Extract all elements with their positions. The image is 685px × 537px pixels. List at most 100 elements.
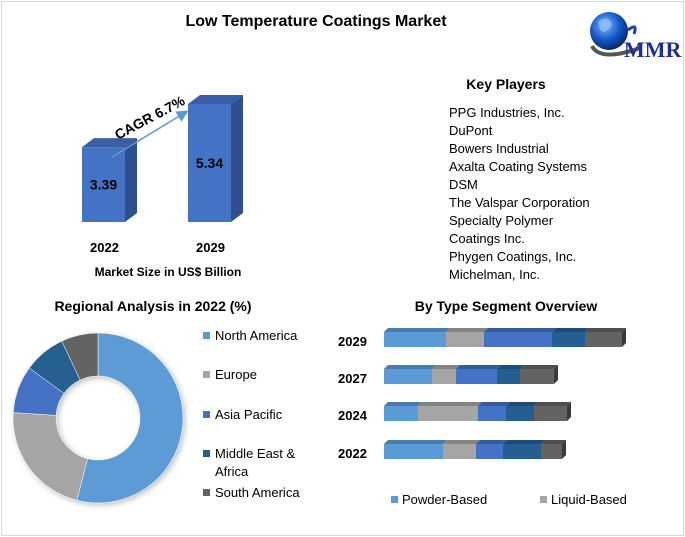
- donut-slice-europe: [12, 412, 88, 501]
- segment-top-face: [446, 328, 488, 332]
- segment-top-face: [384, 365, 436, 369]
- bar-category-label: 2022: [90, 240, 119, 255]
- legend-label: Asia Pacific: [215, 407, 283, 422]
- donut-slice-south-america: [61, 332, 99, 381]
- segment-top-face: [541, 440, 566, 444]
- bar-side-face: [125, 138, 137, 222]
- bar-side-face: [231, 95, 243, 222]
- segment-2024-1: [418, 406, 478, 421]
- segment-2029-2: [484, 332, 552, 347]
- bar-data-label: 5.34: [196, 155, 223, 171]
- key-player-item: DuPont: [449, 123, 493, 138]
- segment-2022-3: [503, 444, 541, 459]
- row-label: 2029: [338, 334, 367, 349]
- bar-data-label: 3.39: [90, 177, 117, 193]
- bar-category-label: 2029: [196, 240, 225, 255]
- key-player-item: Axalta Coating Systems: [449, 159, 588, 174]
- legend-swatch: [203, 450, 210, 457]
- mmr-logo: MMR: [590, 12, 683, 62]
- segment-top-face: [432, 365, 460, 369]
- key-player-item: DSM: [449, 177, 478, 192]
- segment-2022-4: [541, 444, 562, 459]
- bar-top-face: [82, 138, 137, 148]
- key-player-item: The Valspar Corporation: [449, 195, 590, 210]
- segment-2022-2: [476, 444, 503, 459]
- segment-top-face: [384, 328, 450, 332]
- segment-2022-0: [384, 444, 443, 459]
- row-label: 2027: [338, 371, 367, 386]
- segment-top-face: [506, 402, 538, 406]
- segment-top-face: [478, 402, 510, 406]
- segment-2027-4: [520, 369, 554, 384]
- type-segment-title: By Type Segment Overview: [415, 298, 598, 314]
- segment-top-face: [384, 402, 422, 406]
- segment-top-face: [384, 440, 447, 444]
- segment-top-face: [585, 328, 626, 332]
- segment-2027-0: [384, 369, 432, 384]
- row-label: 2024: [338, 408, 368, 423]
- segment-2024-0: [384, 406, 418, 421]
- segment-2027-3: [497, 369, 520, 384]
- legend-label: South America: [215, 485, 300, 500]
- key-player-item: Michelman, Inc.: [449, 267, 540, 282]
- row-label: 2022: [338, 446, 367, 461]
- legend-label: Europe: [215, 367, 257, 382]
- legend-swatch: [203, 411, 210, 418]
- logo-text: MMR: [624, 37, 683, 62]
- segment-2024-2: [478, 406, 506, 421]
- regional-title: Regional Analysis in 2022 (%): [54, 298, 251, 314]
- segment-top-face: [552, 328, 589, 332]
- donut-slice-north-america: [76, 332, 184, 504]
- segment-2024-4: [534, 406, 567, 421]
- segment-2027-1: [432, 369, 456, 384]
- segment-top-face: [418, 402, 482, 406]
- segment-2029-1: [446, 332, 484, 347]
- legend-swatch: [203, 371, 210, 378]
- legend-swatch: [391, 496, 398, 503]
- cagr-arrow: [111, 110, 189, 158]
- bar-end-face: [567, 402, 571, 421]
- segment-top-face: [534, 402, 571, 406]
- bar-top-face: [188, 95, 243, 104]
- page-title: Low Temperature Coatings Market: [185, 13, 447, 30]
- legend-label: North America: [215, 328, 298, 343]
- regional-legend: North America Europe Asia Pacific Middle Ea…: [203, 328, 300, 500]
- type-segment-legend: Powder-Based Liquid-Based: [391, 492, 627, 507]
- key-player-item: PPG Industries, Inc.: [449, 105, 565, 120]
- key-player-item: Phygen Coatings, Inc.: [449, 249, 576, 264]
- legend-label: Liquid-Based: [551, 492, 627, 507]
- segment-2027-2: [456, 369, 497, 384]
- segment-top-face: [476, 440, 507, 444]
- segment-2029-0: [384, 332, 446, 347]
- segment-2029-3: [552, 332, 585, 347]
- regional-donut: [12, 332, 184, 504]
- legend-label: Africa: [215, 464, 249, 479]
- globe-icon: [590, 12, 628, 50]
- type-segment-chart: 2029 2027 2024 2022: [338, 328, 626, 461]
- legend-label: Powder-Based: [402, 492, 487, 507]
- segment-top-face: [484, 328, 556, 332]
- key-player-item: Coatings Inc.: [449, 231, 525, 246]
- bar-end-face: [622, 328, 626, 347]
- key-players-list: PPG Industries, Inc. DuPont Bowers Industr…: [449, 105, 590, 282]
- legend-swatch: [540, 496, 547, 503]
- legend-swatch: [203, 489, 210, 496]
- legend-swatch: [203, 332, 210, 339]
- bar-end-face: [554, 365, 558, 384]
- segment-top-face: [443, 440, 480, 444]
- key-players-title: Key Players: [466, 76, 546, 92]
- segment-2024-3: [506, 406, 534, 421]
- segment-top-face: [520, 365, 558, 369]
- bar-end-face: [562, 440, 566, 459]
- key-player-item: Bowers Industrial: [449, 141, 549, 156]
- key-player-item: Specialty Polymer: [449, 213, 554, 228]
- market-bar-2029: [188, 104, 231, 222]
- segment-top-face: [503, 440, 545, 444]
- segment-2029-4: [585, 332, 622, 347]
- market-bar-2022: [82, 147, 125, 222]
- segment-top-face: [456, 365, 501, 369]
- segment-top-face: [497, 365, 524, 369]
